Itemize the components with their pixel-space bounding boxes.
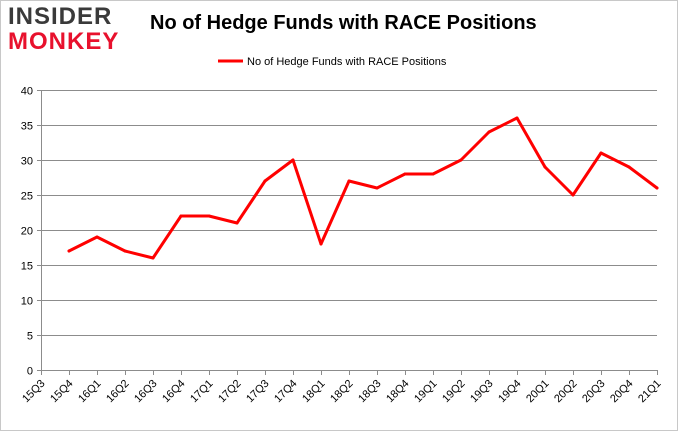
- y-tick-label: 5: [27, 331, 33, 343]
- x-tick-label: 20Q4: [608, 378, 636, 406]
- insider-monkey-logo: INSIDER MONKEY: [8, 4, 130, 56]
- data-point: [431, 172, 435, 176]
- x-tick-label: 17Q2: [216, 378, 244, 406]
- data-point: [543, 165, 547, 169]
- data-point: [599, 151, 603, 155]
- x-tick-label: 18Q3: [356, 378, 384, 406]
- data-point: [571, 193, 575, 197]
- x-tick-label: 19Q2: [440, 378, 468, 406]
- x-tick-label: 20Q2: [552, 378, 580, 406]
- x-tick-label: 17Q3: [244, 378, 272, 406]
- x-tick-label: 21Q1: [636, 378, 664, 406]
- data-point: [627, 165, 631, 169]
- data-point: [207, 214, 211, 218]
- y-tick-label: 30: [21, 156, 33, 168]
- data-point: [487, 130, 491, 134]
- x-tick-label: 16Q1: [76, 378, 104, 406]
- data-point: [375, 186, 379, 190]
- y-tick-label: 10: [21, 296, 33, 308]
- y-tick-label: 0: [27, 366, 33, 378]
- data-point: [291, 158, 295, 162]
- data-point: [459, 158, 463, 162]
- x-tick-label: 19Q4: [496, 378, 524, 406]
- x-tick-label: 16Q2: [104, 378, 132, 406]
- x-tick-label: 18Q4: [384, 378, 412, 406]
- data-point: [403, 172, 407, 176]
- x-tick-label: 18Q2: [328, 378, 356, 406]
- x-tick-label: 16Q4: [160, 378, 188, 406]
- data-point: [319, 242, 323, 246]
- data-point: [123, 249, 127, 253]
- chart-title: No of Hedge Funds with RACE Positions: [150, 12, 537, 34]
- data-point: [235, 221, 239, 225]
- x-tick-label: 19Q1: [412, 378, 440, 406]
- legend-label: No of Hedge Funds with RACE Positions: [247, 56, 447, 68]
- y-tick-label: 15: [21, 261, 33, 273]
- x-tick-label: 17Q1: [188, 378, 216, 406]
- data-point: [263, 179, 267, 183]
- x-tick-label: 15Q4: [48, 378, 76, 406]
- data-point: [67, 249, 71, 253]
- x-tick-label: 16Q3: [132, 378, 160, 406]
- y-tick-label: 20: [21, 226, 33, 238]
- x-tick-label: 18Q1: [300, 378, 328, 406]
- x-tick-label: 19Q3: [468, 378, 496, 406]
- series-line: [67, 116, 659, 260]
- data-point: [515, 116, 519, 120]
- x-tick-label: 17Q4: [272, 378, 300, 406]
- logo-text-monkey: MONKEY: [8, 28, 120, 55]
- data-point: [347, 179, 351, 183]
- x-tick-label: 20Q3: [580, 378, 608, 406]
- x-tick-label: 15Q3: [20, 378, 48, 406]
- x-tick-label: 20Q1: [524, 378, 552, 406]
- data-point: [95, 235, 99, 239]
- logo-text-insider: INSIDER: [8, 3, 113, 30]
- y-tick-label: 35: [21, 121, 33, 133]
- y-tick-label: 25: [21, 191, 33, 203]
- data-point: [655, 186, 659, 190]
- y-tick-label: 40: [21, 86, 33, 98]
- data-point: [151, 256, 155, 260]
- data-point: [179, 214, 183, 218]
